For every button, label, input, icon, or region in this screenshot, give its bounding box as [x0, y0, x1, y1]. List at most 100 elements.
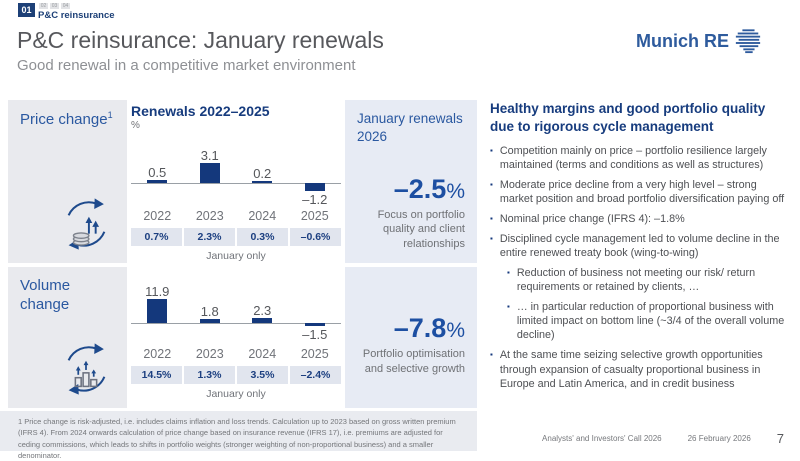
page-number: 7	[776, 431, 784, 446]
page-subtitle: Good renewal in a competitive market env…	[17, 57, 356, 74]
year-label: 2024	[248, 209, 277, 223]
bar-column: 11.9	[131, 281, 184, 345]
volume-highlight-panel: –7.8% Portfolio optimisation and selecti…	[345, 267, 477, 408]
slide-footer: Analysts' and Investors' Call 2026 26 Fe…	[542, 431, 784, 446]
page-title: P&C reinsurance: January renewals	[17, 27, 384, 53]
year-label: 2023	[195, 347, 224, 361]
section-mini-tabs: 02 03 04	[39, 3, 115, 9]
bar-value-label: 0.2	[253, 166, 272, 181]
value-strip-cell: –2.4%	[290, 366, 341, 384]
chart-title: Renewals 2022–2025	[131, 103, 270, 119]
bar-value-label: 0.5	[148, 165, 167, 180]
footer-event-label: Analysts' and Investors' Call 2026	[542, 434, 662, 443]
bar	[147, 299, 168, 323]
bullet-marker: ▪	[490, 214, 493, 224]
section-mini-tab: 03	[50, 3, 59, 9]
volume-highlight-value: –7.8%	[393, 313, 465, 344]
value-strip-cell: 0.7%	[131, 228, 182, 246]
year-label: 2022	[143, 347, 172, 361]
bar-value-label: 11.9	[145, 284, 170, 299]
year-label: 2025	[300, 209, 329, 223]
value-strip: 0.7% 2.3% 0.3% –0.6%	[131, 228, 341, 246]
value-strip-cell: –0.6%	[290, 228, 341, 246]
volume-change-panel: Volume change	[8, 267, 127, 408]
bullet-marker: ▪	[490, 146, 493, 156]
bullet-marker: ▪	[490, 350, 493, 360]
bullet-text: … in particular reduction of proportiona…	[516, 301, 785, 342]
year-axis: 2022 2023 2024 2025	[131, 347, 341, 361]
volume-renewals-chart: 11.9 1.8 2.3 –1.5 2022 2023 2024 2025 14.5% 1.3…	[131, 267, 341, 408]
bullet-item: ▪ Reduction of business not meeting our r…	[507, 266, 792, 294]
price-highlight-value: –2.5%	[393, 174, 465, 205]
year-label: 2023	[195, 209, 224, 223]
percent-sign: %	[446, 180, 465, 204]
price-change-label: Price change1	[20, 110, 113, 128]
january-renewals-2026-panel: January renewals 2026 –2.5% Focus on por…	[345, 100, 477, 263]
bar-column: –1.2	[289, 133, 342, 207]
bar-value-label: 3.1	[200, 148, 219, 163]
munich-re-logo-mark-icon	[735, 29, 761, 54]
bullet-marker: ▪	[507, 268, 510, 278]
bullet-item: ▪ Competition mainly on price – portfolio…	[490, 144, 792, 172]
bar	[304, 183, 325, 191]
value-strip-cell: 3.5%	[237, 366, 288, 384]
price-renewals-chart: Renewals 2022–2025 % 0.5 3.1 0.2 –1.2 2022 2…	[131, 100, 341, 263]
bar	[199, 319, 220, 323]
chart-unit-label: %	[131, 120, 140, 131]
january-only-note: January only	[206, 250, 266, 262]
footer-date: 26 February 2026	[687, 434, 751, 443]
bar-column: 1.8	[184, 281, 237, 345]
section-mini-tab: 04	[61, 3, 70, 9]
value-strip-cell: 0.3%	[237, 228, 288, 246]
footnote-strip: 1 Price change is risk-adjusted, i.e. in…	[0, 411, 477, 460]
bar-plot: 0.5 3.1 0.2 –1.2	[131, 133, 341, 207]
percent-sign: %	[446, 319, 465, 343]
bar-column: 3.1	[184, 133, 237, 207]
bar	[252, 318, 273, 323]
year-label: 2024	[248, 347, 277, 361]
section-label: P&C reinsurance	[38, 10, 115, 21]
axis-line	[131, 183, 341, 184]
volume-cycle-icon	[67, 343, 106, 395]
bar	[252, 181, 273, 183]
bar	[199, 163, 220, 183]
bullet-marker: ▪	[507, 302, 510, 312]
bullet-item: ▪ At the same time seizing selective grow…	[490, 348, 792, 390]
bar-column: 2.3	[236, 281, 289, 345]
value-strip: 14.5% 1.3% 3.5% –2.4%	[131, 366, 341, 384]
value-strip-cell: 1.3%	[184, 366, 235, 384]
bar-value-label: 2.3	[253, 303, 272, 318]
bullet-text: At the same time seizing selective growt…	[499, 349, 763, 390]
key-messages-heading: Healthy margins and good portfolio quali…	[490, 101, 766, 134]
price-cycle-icon	[67, 198, 106, 250]
key-messages-column: Healthy margins and good portfolio quali…	[490, 100, 792, 391]
bar	[304, 323, 325, 326]
axis-line	[131, 323, 341, 324]
volume-change-label: Volume change	[20, 277, 71, 313]
footnote-text: 1 Price change is risk-adjusted, i.e. in…	[18, 417, 456, 460]
january-renewals-heading: January renewals 2026	[357, 111, 463, 144]
price-highlight-caption: Focus on portfolio quality and client re…	[377, 209, 465, 250]
bullet-item: ▪ Moderate price decline from a very high…	[490, 178, 792, 206]
section-badge-group: 01 02 03 04 P&C reinsurance	[18, 3, 115, 21]
bullet-item: ▪ … in particular reduction of proportion…	[507, 300, 792, 342]
value-strip-cell: 2.3%	[184, 228, 235, 246]
value-strip-cell: 14.5%	[131, 366, 182, 384]
year-label: 2025	[300, 347, 329, 361]
bullet-marker: ▪	[490, 234, 493, 244]
section-number-badge[interactable]: 01	[18, 3, 35, 17]
bar-column: 0.5	[131, 133, 184, 207]
volume-highlight-caption: Portfolio optimisation and selective gro…	[362, 348, 465, 375]
bar-value-label: 1.8	[200, 304, 219, 319]
january-only-note: January only	[206, 388, 266, 400]
bar-column: –1.5	[289, 281, 342, 345]
year-label: 2022	[143, 209, 172, 223]
munich-re-logo: Munich RE	[636, 29, 762, 54]
bar-column: 0.2	[236, 133, 289, 207]
section-mini-tab: 02	[39, 3, 48, 9]
bullet-text: Disciplined cycle management led to volu…	[499, 233, 780, 260]
bullet-marker: ▪	[490, 180, 493, 190]
bar-value-label: –1.2	[302, 192, 328, 207]
munich-re-logo-text: Munich RE	[636, 31, 729, 51]
bar-plot: 11.9 1.8 2.3 –1.5	[131, 281, 341, 345]
